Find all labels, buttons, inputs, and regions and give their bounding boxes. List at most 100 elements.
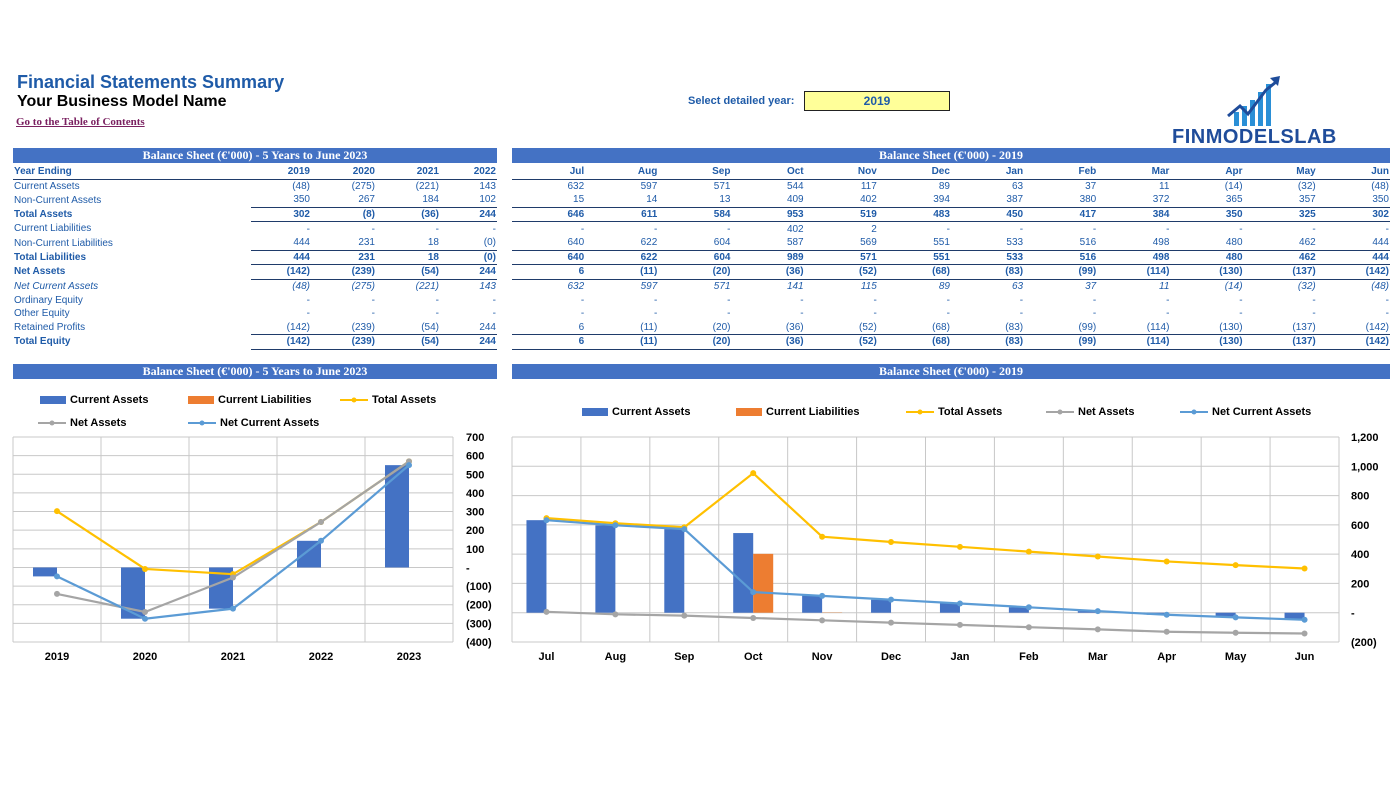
legend-current-liabilities: Current Liabilities	[188, 394, 312, 406]
table-cell: (114)	[1146, 321, 1170, 333]
table-cell: 387	[1006, 194, 1024, 206]
table-cell: 13	[719, 194, 731, 206]
point-net-current-assets	[142, 615, 148, 622]
row-label: Net Assets	[14, 266, 66, 278]
point-total-assets	[1025, 548, 1032, 555]
y-tick-label: (100)	[466, 581, 492, 593]
row-label: Non-Current Liabilities	[14, 237, 113, 249]
table-cell: -	[1312, 308, 1316, 320]
y-tick-label: 200	[466, 525, 484, 537]
table-cell: (130)	[1219, 321, 1243, 333]
bar-current-assets	[33, 567, 57, 577]
table-cell: 302	[1316, 206, 1390, 223]
table-cell: -	[727, 294, 731, 306]
point-total-assets	[142, 565, 148, 572]
row-label: Total Liabilities	[14, 251, 87, 263]
table-row: ------------	[512, 307, 1390, 321]
table-cell: 450	[950, 206, 1025, 223]
table-cell: 640	[567, 237, 585, 249]
table-cell: (68)	[932, 321, 950, 333]
table-cell: (32)	[1297, 180, 1316, 192]
selected-year-input[interactable]: 2019	[804, 91, 950, 111]
table-cell: 372	[1152, 194, 1170, 206]
table-cell: 519	[804, 206, 878, 223]
table-cell: 462	[1299, 237, 1316, 249]
finmodelslab-logo	[1227, 76, 1280, 126]
legend-net-current-assets-monthly: Net Current Assets	[1180, 406, 1311, 418]
table-of-contents-link[interactable]: Go to the Table of Contents	[16, 116, 145, 128]
table-cell: (11)	[585, 334, 659, 350]
table-cell: -	[873, 308, 877, 320]
table-cell: 646	[512, 206, 586, 223]
table-row: 6 (11) (20) (36) (52) (68) (83) (99) (114) (130)(…	[512, 264, 1390, 280]
legend-current-assets: Current Assets	[40, 394, 148, 406]
table-cell: (142)	[251, 264, 311, 280]
table-cell: 115	[860, 281, 877, 293]
point-total-assets	[1301, 565, 1308, 572]
x-tick-label: 2023	[397, 651, 421, 663]
row-label: Current Liabilities	[14, 223, 92, 235]
table-row: Other Equity-----	[13, 307, 497, 321]
point-total-assets	[750, 470, 757, 477]
table-cell: 350	[1170, 206, 1244, 223]
table-cell: 244	[440, 206, 497, 223]
point-net-current-assets	[230, 605, 236, 612]
table-cell: 380	[1079, 194, 1097, 206]
table-cell: (137)	[1243, 264, 1317, 280]
table-cell: 244	[440, 334, 497, 350]
table-cell: -	[1092, 223, 1097, 235]
bar-current-assets	[1077, 611, 1098, 613]
table-cell: (52)	[804, 264, 878, 280]
column-header: Oct	[731, 165, 805, 180]
legend-net-assets: Net Assets	[38, 417, 126, 429]
table-cell: -	[653, 223, 658, 235]
table-cell: -	[492, 223, 496, 235]
table-cell: (0)	[483, 237, 496, 249]
monthly-table-banner: Balance Sheet (€'000) - 2019	[512, 148, 1390, 163]
table-cell: -	[306, 223, 310, 235]
table-cell: -	[435, 294, 439, 306]
point-total-assets	[888, 538, 895, 545]
table-cell: (239)	[311, 334, 376, 350]
x-tick-label: Feb	[1019, 651, 1039, 663]
monthly-chart-banner: Balance Sheet (€'000) - 2019	[512, 364, 1390, 379]
point-net-current-assets	[1232, 614, 1239, 621]
table-cell: -	[1166, 294, 1170, 306]
year-ending-header: Year Ending	[13, 165, 157, 180]
bar-current-assets	[664, 529, 685, 613]
table-cell: 611	[585, 206, 659, 223]
table-cell: 953	[731, 206, 805, 223]
table-cell: -	[371, 223, 375, 235]
y-tick-label: 800	[1351, 491, 1369, 503]
column-header: 2020	[311, 165, 376, 180]
page-title: Financial Statements Summary	[17, 72, 285, 92]
bar-current-assets	[733, 533, 754, 613]
table-cell: -	[1166, 223, 1170, 235]
point-net-current-assets	[1301, 616, 1308, 623]
row-label: Ordinary Equity	[14, 294, 83, 306]
table-cell: (142)	[251, 334, 311, 350]
table-cell: 143	[479, 281, 496, 293]
table-cell: 11	[1159, 281, 1170, 293]
row-label: Net Current Assets	[14, 280, 99, 292]
table-cell: (48)	[1371, 281, 1389, 293]
bar-current-assets	[595, 525, 616, 613]
table-cell: (54)	[376, 264, 440, 280]
table-cell: 480	[1170, 249, 1244, 266]
table-cell: 498	[1152, 237, 1170, 249]
column-header: Jul	[512, 165, 586, 180]
x-tick-label: Jul	[539, 651, 555, 663]
legend-total-assets-monthly: Total Assets	[906, 406, 1002, 418]
table-cell: 6	[578, 321, 585, 333]
y-tick-label: 700	[466, 432, 484, 444]
point-net-current-assets	[1163, 611, 1170, 618]
table-cell: 584	[658, 206, 732, 223]
table-cell: 244	[479, 321, 496, 333]
table-cell: 587	[786, 237, 804, 249]
table-row: 640 622 604 587 569 551 533 516 498 480 462 444	[512, 236, 1390, 250]
table-cell: 350	[293, 194, 310, 206]
table-cell: (8)	[311, 206, 376, 223]
table-cell: 444	[1372, 237, 1389, 249]
table-cell: 597	[640, 180, 658, 192]
